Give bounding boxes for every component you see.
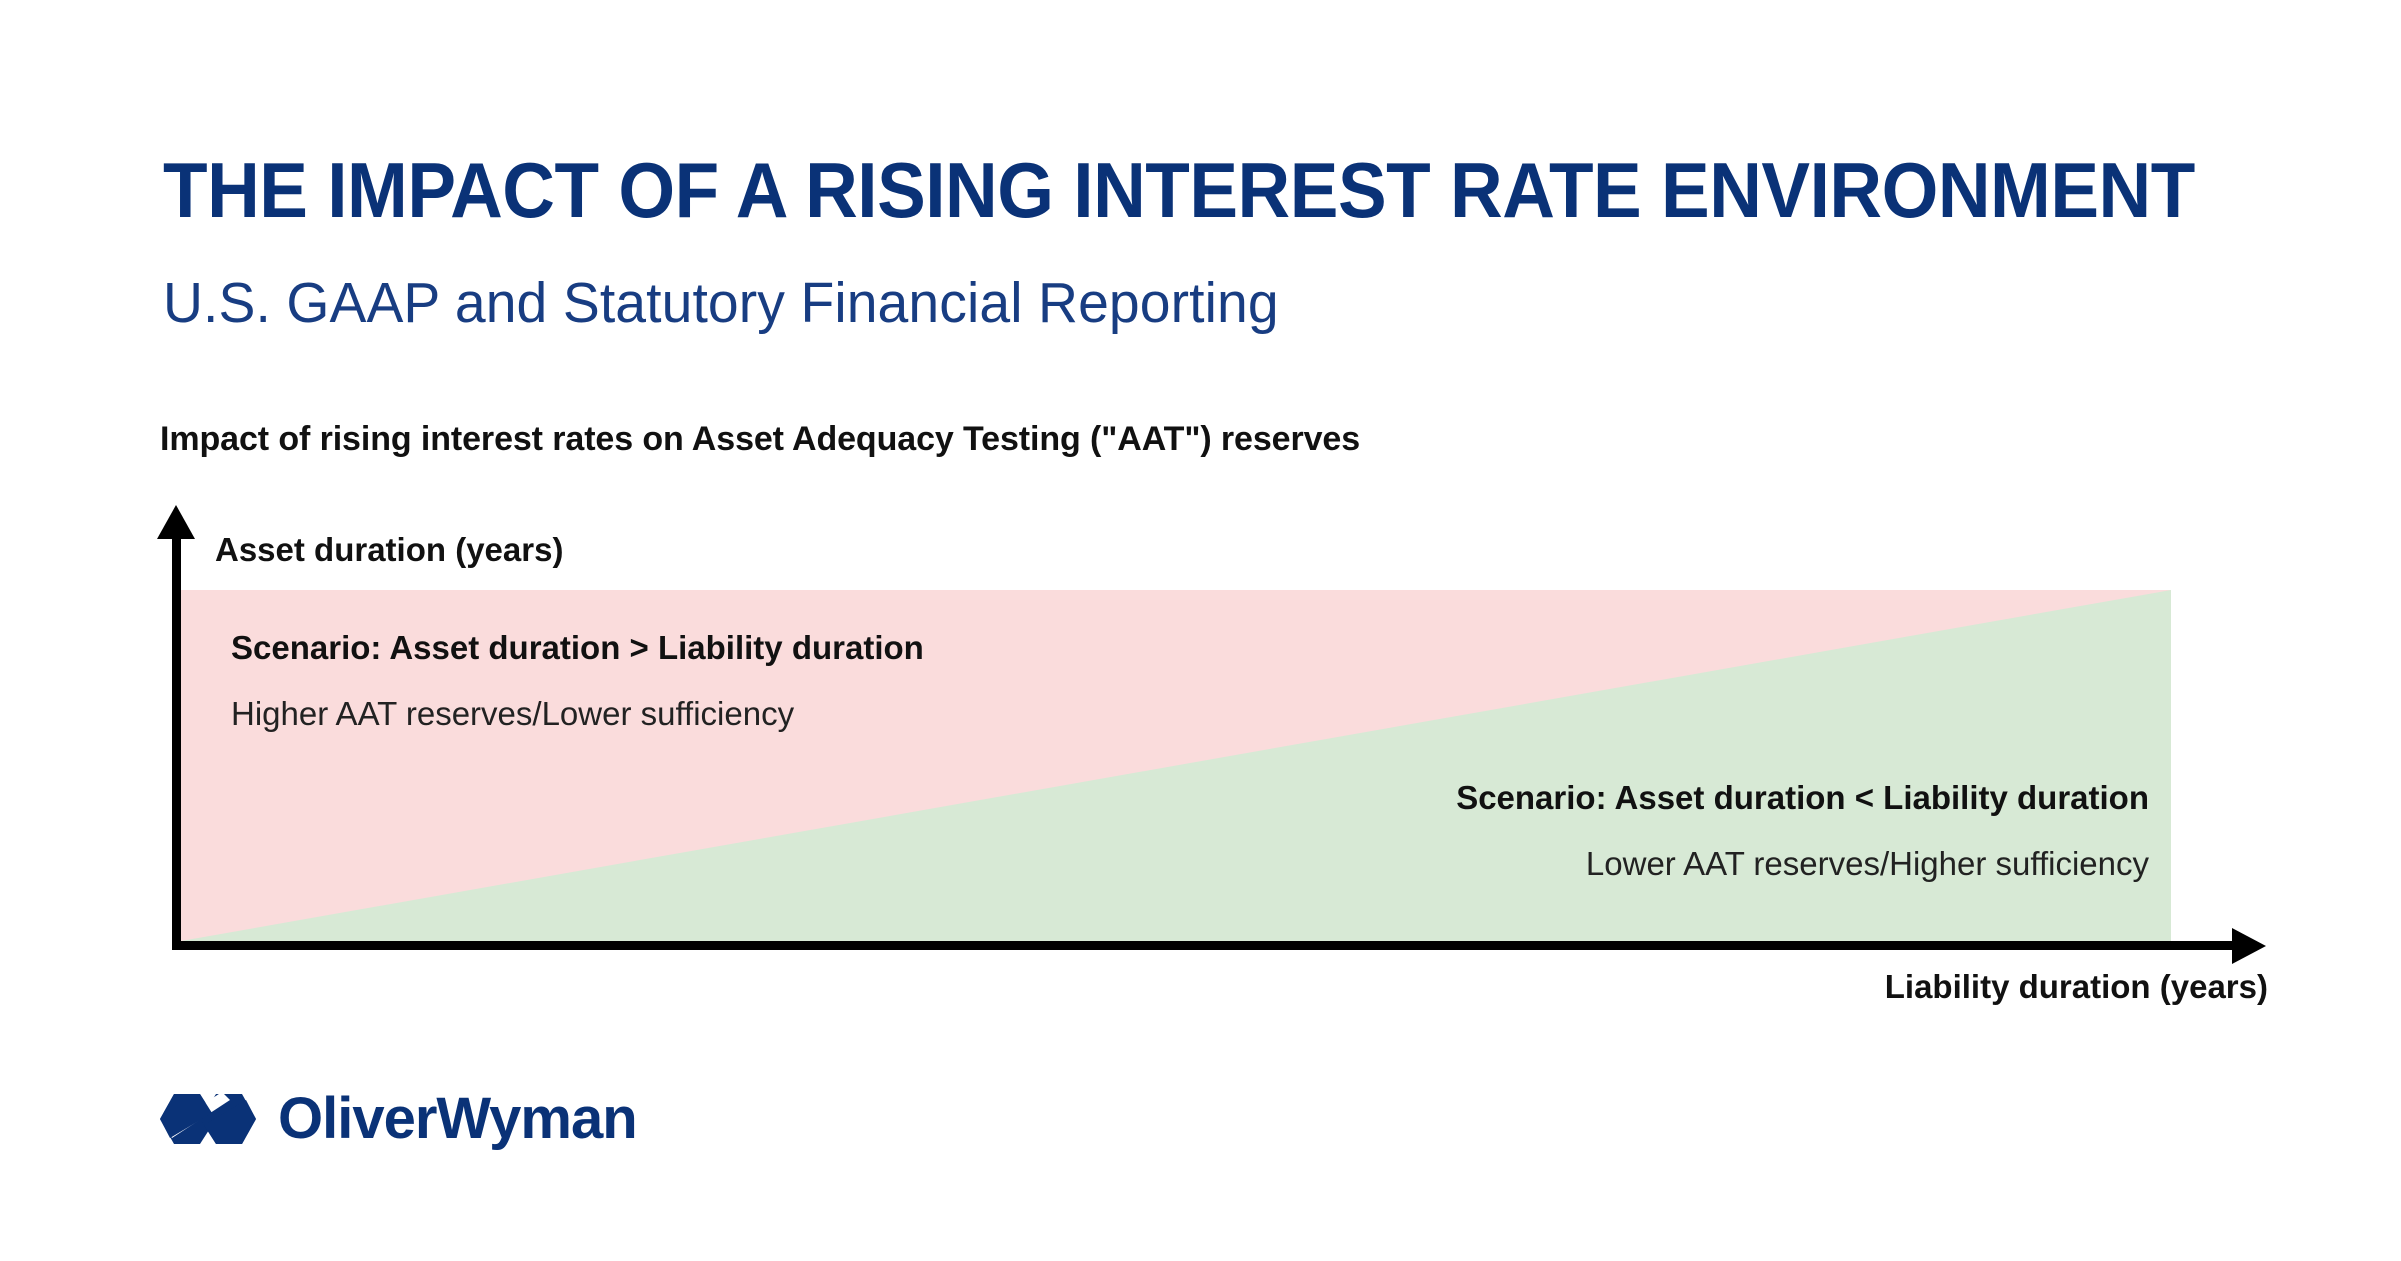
page-subtitle: U.S. GAAP and Statutory Financial Report… [163, 271, 1279, 335]
x-axis-arrow-icon [2232, 928, 2266, 964]
x-axis-line [172, 941, 2238, 950]
oliver-wyman-ribbon-icon [160, 1092, 256, 1144]
chart-heading: Impact of rising interest rates on Asset… [160, 420, 1361, 458]
annotation-detail-greater: Higher AAT reserves/Lower sufficiency [231, 695, 795, 732]
oliver-wyman-wordmark: OliverWyman [278, 1086, 638, 1151]
y-axis-line [172, 533, 181, 948]
annotation-title-less: Scenario: Asset duration < Liability dur… [1456, 779, 2149, 816]
duration-comparison-chart: Scenario: Asset duration > Liability dur… [157, 505, 2270, 1005]
annotation-asset-duration-less: Scenario: Asset duration < Liability dur… [1456, 778, 2149, 884]
page-title: The Impact of a Rising Interest Rate Env… [163, 146, 2195, 234]
plot-area: Scenario: Asset duration > Liability dur… [181, 590, 2171, 941]
y-axis-label: Asset duration (years) [215, 531, 564, 568]
annotation-asset-duration-greater: Scenario: Asset duration > Liability dur… [231, 628, 924, 734]
x-axis-label: Liability duration (years) [1884, 968, 2268, 1005]
annotation-detail-less: Lower AAT reserves/Higher sufficiency [1585, 845, 2149, 882]
annotation-title-greater: Scenario: Asset duration > Liability dur… [231, 629, 924, 666]
oliver-wyman-logo: OliverWyman [160, 1086, 638, 1151]
